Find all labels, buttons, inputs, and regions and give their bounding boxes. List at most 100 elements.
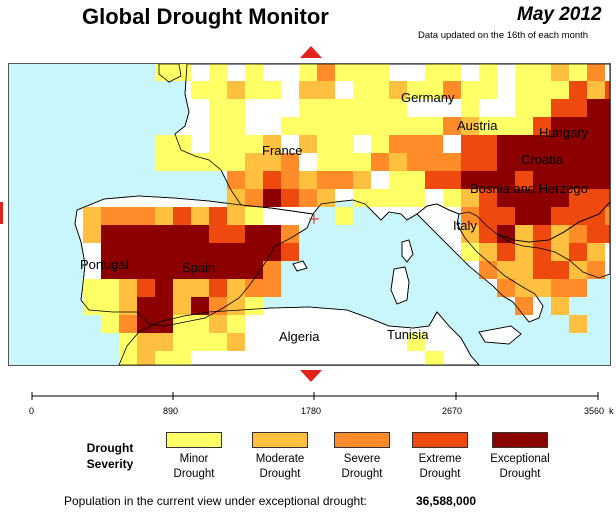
drought-cell (173, 297, 191, 315)
drought-cell (245, 225, 263, 243)
drought-cell (227, 243, 245, 261)
drought-cell (587, 117, 605, 135)
pan-west-arrow-icon[interactable] (0, 202, 3, 224)
scale-tick-2: 1780 (301, 406, 321, 416)
drought-cell (515, 189, 533, 207)
drought-cell (533, 243, 551, 261)
drought-cell (227, 81, 245, 99)
drought-cell (605, 225, 610, 243)
drought-cell (587, 225, 605, 243)
drought-map[interactable]: Germany Austria Hungary France Croatia B… (8, 63, 611, 366)
drought-cell (227, 153, 245, 171)
drought-cell (191, 279, 209, 297)
drought-cell (263, 153, 281, 171)
drought-cell (353, 171, 371, 189)
drought-cell (101, 279, 119, 297)
drought-cell (461, 117, 479, 135)
drought-cell (137, 297, 155, 315)
drought-cell (425, 135, 443, 153)
drought-cell (101, 207, 119, 225)
drought-cell (479, 153, 497, 171)
drought-cell (371, 99, 389, 117)
legend-item-moderate: Moderate Drought (244, 432, 316, 482)
drought-cell (551, 189, 569, 207)
drought-cell (317, 64, 335, 81)
drought-cell (515, 135, 533, 153)
drought-cell (209, 261, 227, 279)
drought-cell (587, 207, 605, 225)
legend-swatch-extreme (412, 432, 468, 448)
drought-cell (479, 189, 497, 207)
drought-cell (389, 81, 407, 99)
drought-cell (587, 81, 605, 99)
drought-cell (335, 171, 353, 189)
drought-cell (353, 99, 371, 117)
legend-item-exceptional: Exceptional Drought (484, 432, 556, 482)
coastline (496, 201, 610, 279)
drought-cell (533, 117, 551, 135)
drought-cell (317, 117, 335, 135)
drought-cell (443, 64, 461, 81)
drought-cell (533, 99, 551, 117)
drought-cell (299, 64, 317, 81)
drought-cell (515, 225, 533, 243)
map-canvas[interactable]: Germany Austria Hungary France Croatia B… (9, 64, 610, 365)
drought-cell (299, 171, 317, 189)
drought-cell (461, 171, 479, 189)
drought-cell (353, 117, 371, 135)
drought-cell (497, 117, 515, 135)
drought-cell (551, 135, 569, 153)
drought-cell (137, 351, 155, 365)
drought-cell (353, 189, 371, 207)
legend-label-moderate: Moderate Drought (244, 452, 316, 482)
drought-cell (551, 261, 569, 279)
drought-cell (119, 297, 137, 315)
drought-cell (137, 207, 155, 225)
label-algeria: Algeria (279, 329, 320, 344)
drought-cell (371, 64, 389, 81)
drought-cell (137, 333, 155, 351)
drought-cell (497, 243, 515, 261)
drought-cell (173, 279, 191, 297)
drought-cell (605, 99, 610, 117)
drought-cell (587, 261, 605, 279)
drought-cell (443, 117, 461, 135)
drought-cell (371, 189, 389, 207)
drought-cell (497, 279, 515, 297)
drought-cell (119, 243, 137, 261)
drought-cell (533, 225, 551, 243)
drought-cell (569, 261, 587, 279)
pan-north-arrow-icon[interactable] (300, 46, 322, 58)
drought-cell (173, 261, 191, 279)
drought-cell (461, 243, 479, 261)
drought-cell (155, 279, 173, 297)
drought-cell (605, 81, 610, 99)
drought-cell (533, 261, 551, 279)
legend-swatch-severe (334, 432, 390, 448)
drought-cell (245, 207, 263, 225)
drought-cell (227, 117, 245, 135)
legend-label-minor: Minor Drought (158, 452, 230, 482)
population-value: 36,588,000 (416, 494, 477, 508)
legend-label-minor-line1: Minor (179, 453, 209, 465)
drought-cell (191, 333, 209, 351)
label-portugal: Portugal (80, 257, 129, 272)
drought-cell (119, 225, 137, 243)
drought-cell (299, 189, 317, 207)
scale-tick-3: 2670 (442, 406, 462, 416)
legend-swatch-moderate (252, 432, 308, 448)
drought-cell (605, 153, 610, 171)
drought-cell (173, 315, 191, 333)
drought-cell (209, 64, 227, 81)
pan-south-arrow-icon[interactable] (300, 370, 322, 382)
drought-cell (191, 153, 209, 171)
label-spain: Spain (182, 260, 215, 275)
drought-cell (137, 261, 155, 279)
legend-label-extreme: Extreme Drought (404, 452, 476, 482)
scale-unit: k (609, 406, 614, 416)
drought-cell (299, 99, 317, 117)
drought-cell (245, 135, 263, 153)
drought-cell (443, 171, 461, 189)
drought-cell (461, 135, 479, 153)
drought-cell (533, 135, 551, 153)
